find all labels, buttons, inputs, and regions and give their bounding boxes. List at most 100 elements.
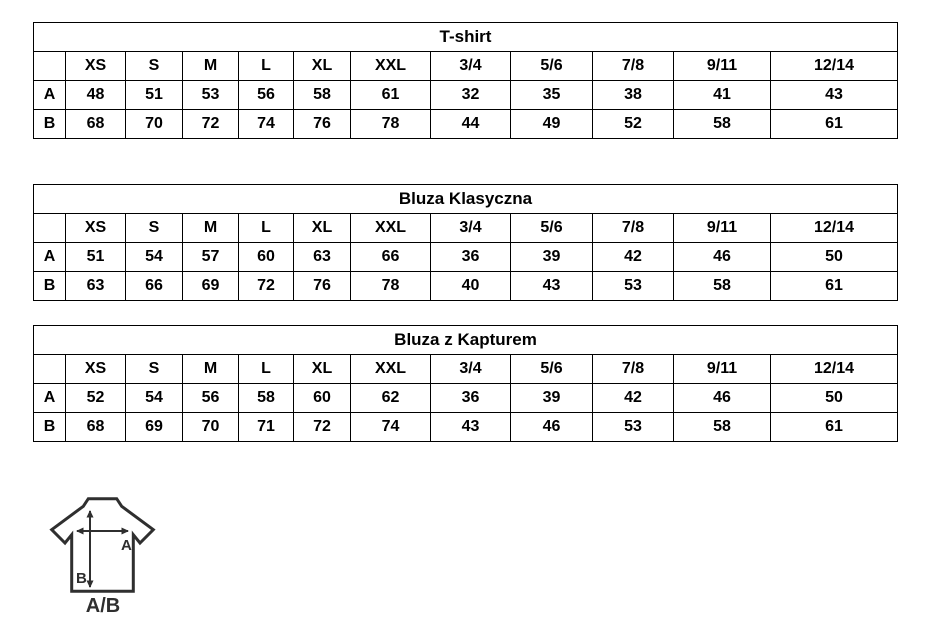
measurement-cell: 72 (293, 412, 351, 442)
size-header-row: XS S M L XL XXL 3/4 5/6 7/8 9/11 12/14 (33, 51, 898, 81)
measurement-cell: 56 (238, 80, 294, 110)
measurement-cell: 61 (350, 80, 431, 110)
measurement-cell: 61 (770, 109, 898, 139)
size-header-cell: 12/14 (770, 354, 898, 384)
size-header-cell: S (125, 354, 183, 384)
size-header-cell: 12/14 (770, 213, 898, 243)
measurement-cell: 61 (770, 412, 898, 442)
size-header-cell: S (125, 51, 183, 81)
measurement-cell: 63 (65, 271, 126, 301)
size-header-cell: 5/6 (510, 213, 593, 243)
size-header-cell: M (182, 354, 239, 384)
measurement-cell: 60 (293, 383, 351, 413)
measurement-row-a: A 48 51 53 56 58 61 32 35 38 41 43 (33, 80, 898, 110)
table-title-row: Bluza Klasyczna (33, 184, 898, 214)
size-header-cell: XL (293, 354, 351, 384)
measurement-cell: 35 (510, 80, 593, 110)
row-label-cell: A (33, 242, 66, 272)
measurement-cell: 46 (510, 412, 593, 442)
length-label: B (76, 570, 87, 587)
measurement-cell: 48 (65, 80, 126, 110)
size-header-cell: 9/11 (673, 213, 771, 243)
size-header-cell: 5/6 (510, 51, 593, 81)
size-header-row: XS S M L XL XXL 3/4 5/6 7/8 9/11 12/14 (33, 213, 898, 243)
measurement-cell: 43 (430, 412, 511, 442)
size-header-cell: 9/11 (673, 51, 771, 81)
size-header-cell: L (238, 51, 294, 81)
measurement-cell: 32 (430, 80, 511, 110)
measurement-row-a: A 52 54 56 58 60 62 36 39 42 46 50 (33, 383, 898, 413)
measurement-cell: 50 (770, 242, 898, 272)
measurement-row-b: B 63 66 69 72 76 78 40 43 53 58 61 (33, 271, 898, 301)
measurement-cell: 76 (293, 271, 351, 301)
measurement-cell: 72 (238, 271, 294, 301)
measurement-cell: 57 (182, 242, 239, 272)
size-header-row: XS S M L XL XXL 3/4 5/6 7/8 9/11 12/14 (33, 354, 898, 384)
row-label-cell: A (33, 383, 66, 413)
size-header-cell: XXL (350, 354, 431, 384)
measurement-cell: 66 (125, 271, 183, 301)
size-header-cell: 5/6 (510, 354, 593, 384)
measurement-cell: 53 (592, 412, 674, 442)
measurement-cell: 42 (592, 242, 674, 272)
size-header-cell: M (182, 213, 239, 243)
measurement-cell: 52 (65, 383, 126, 413)
measurement-cell: 43 (510, 271, 593, 301)
size-header-cell: L (238, 213, 294, 243)
size-header-cell: XXL (350, 213, 431, 243)
row-label-cell: B (33, 412, 66, 442)
measurement-cell: 50 (770, 383, 898, 413)
size-header-cell: XS (65, 213, 126, 243)
size-header-cell: XS (65, 51, 126, 81)
measurement-cell: 70 (182, 412, 239, 442)
size-header-cell: 3/4 (430, 354, 511, 384)
measurement-cell: 62 (350, 383, 431, 413)
measurement-cell: 60 (238, 242, 294, 272)
measurement-row-b: B 68 69 70 71 72 74 43 46 53 58 61 (33, 412, 898, 442)
measurement-cell: 51 (65, 242, 126, 272)
measurement-row-a: A 51 54 57 60 63 66 36 39 42 46 50 (33, 242, 898, 272)
row-label-cell: A (33, 80, 66, 110)
tshirt-outline-icon (49, 497, 156, 593)
measurement-cell: 78 (350, 271, 431, 301)
size-tables: T-shirt XS S M L XL XXL 3/4 5/6 7/8 9/11 12/14 A 48 51… (33, 22, 898, 442)
measurement-cell: 42 (592, 383, 674, 413)
row-label-cell: B (33, 271, 66, 301)
tshirt-measurement-illustration: A B A/B (49, 497, 156, 617)
size-table-3: Bluza z Kapturem XS S M L XL XXL 3/4 5/6 7/8 9/11 1… (33, 325, 898, 442)
size-header-cell: XL (293, 51, 351, 81)
size-header-cell: S (125, 213, 183, 243)
measurement-cell: 53 (592, 271, 674, 301)
corner-cell (33, 354, 66, 384)
size-header-cell: 12/14 (770, 51, 898, 81)
measurement-cell: 49 (510, 109, 593, 139)
corner-cell (33, 213, 66, 243)
measurement-cell: 76 (293, 109, 351, 139)
measurement-cell: 69 (182, 271, 239, 301)
measurement-diagram: A B A/B (40, 488, 180, 623)
measurement-cell: 66 (350, 242, 431, 272)
measurement-cell: 71 (238, 412, 294, 442)
size-header-cell: M (182, 51, 239, 81)
measurement-cell: 69 (125, 412, 183, 442)
measurement-cell: 54 (125, 242, 183, 272)
measurement-row-b: B 68 70 72 74 76 78 44 49 52 58 61 (33, 109, 898, 139)
measurement-cell: 70 (125, 109, 183, 139)
measurement-cell: 38 (592, 80, 674, 110)
measurement-cell: 58 (673, 412, 771, 442)
table-title: T-shirt (33, 22, 898, 52)
measurement-cell: 41 (673, 80, 771, 110)
measurement-cell: 56 (182, 383, 239, 413)
size-header-cell: 7/8 (592, 213, 674, 243)
measurement-cell: 68 (65, 109, 126, 139)
measurement-cell: 61 (770, 271, 898, 301)
measurement-cell: 46 (673, 383, 771, 413)
size-header-cell: 9/11 (673, 354, 771, 384)
width-label: A (121, 537, 132, 554)
measurement-cell: 39 (510, 242, 593, 272)
measurement-cell: 68 (65, 412, 126, 442)
table-title: Bluza z Kapturem (33, 325, 898, 355)
measurement-cell: 53 (182, 80, 239, 110)
size-header-cell: XXL (350, 51, 431, 81)
